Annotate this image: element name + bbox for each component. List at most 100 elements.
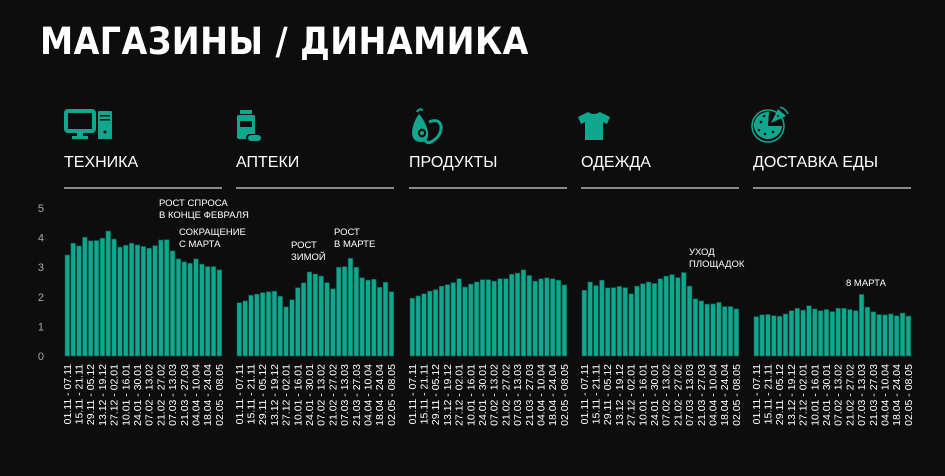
bar — [134, 244, 141, 357]
bar — [388, 291, 395, 357]
bar — [359, 277, 365, 357]
annotation: УХОД — [689, 247, 715, 258]
x-tick-label: 21.03 - 27.03 — [179, 364, 191, 426]
x-tick-label: 27.12 - 02.01 — [109, 364, 121, 426]
bar — [538, 278, 544, 357]
pill-bottle-icon — [237, 110, 262, 142]
x-tick-label: 24.01 - 30.01 — [649, 364, 661, 426]
bar — [593, 285, 599, 357]
bar — [733, 308, 739, 357]
page-title: МАГАЗИНЫ / ДИНАМИКА — [40, 20, 529, 63]
bar — [509, 274, 515, 357]
bar — [330, 288, 336, 357]
bar — [415, 295, 421, 357]
x-tick-label: 27.12 - 02.01 — [281, 364, 293, 426]
bar — [271, 290, 278, 357]
bar — [497, 278, 503, 357]
annotation: В МАРТЕ — [334, 239, 375, 250]
bar — [491, 280, 497, 357]
bar — [905, 315, 911, 357]
bar — [818, 310, 824, 357]
bar — [587, 281, 593, 357]
annotation: РОСТ — [291, 240, 317, 251]
avocado-pear-icon — [412, 108, 443, 145]
x-tick-label: 27.12 - 02.01 — [798, 364, 810, 426]
annotation: СОКРАЩЕНИЕ — [179, 227, 246, 238]
x-tick-label: 15.11 - 21.11 — [246, 364, 258, 424]
bar — [870, 311, 876, 357]
bar — [254, 293, 260, 357]
bar — [555, 279, 562, 357]
bar — [520, 269, 527, 357]
bar — [301, 282, 307, 357]
x-tick-label: 24.01 - 30.01 — [132, 364, 144, 426]
bar — [82, 237, 88, 357]
bar — [669, 274, 675, 357]
x-tick-label: 13.12 - 19.12 — [97, 364, 109, 426]
bar — [242, 300, 248, 357]
bar — [899, 312, 906, 357]
x-tick-label: 10.01 - 16.01 — [637, 364, 649, 426]
bar — [853, 310, 859, 357]
bar — [76, 245, 82, 357]
bar — [698, 300, 704, 357]
bar — [312, 273, 318, 357]
x-tick-label: 18.04 - 24.04 — [374, 364, 386, 426]
divider — [753, 187, 911, 189]
x-tick-label: 21.03 - 27.03 — [696, 364, 708, 426]
bar — [864, 306, 871, 357]
annotation: ПЛОЩАДОК — [689, 259, 745, 270]
bar — [193, 258, 199, 357]
panel-heading: ДОСТАВКА ЕДЫ — [753, 154, 878, 171]
bar — [377, 287, 383, 357]
x-tick-label: 02.05 - 08.05 — [386, 364, 398, 426]
bar — [205, 266, 211, 357]
x-tick-label: 13.12 - 19.12 — [614, 364, 626, 426]
bar — [634, 285, 640, 357]
bar — [663, 275, 669, 357]
x-tick-label: 02.05 - 08.05 — [559, 364, 571, 426]
x-tick-label: 07.03 - 13.03 — [512, 364, 524, 426]
bar — [823, 309, 830, 357]
x-tick-label: 15.11 - 21.11 — [74, 364, 86, 424]
bar — [847, 309, 853, 357]
annotation: ЗИМОЙ — [291, 251, 326, 263]
x-tick-label: 21.02 - 27.02 — [672, 364, 684, 426]
bar — [722, 306, 728, 357]
computer-icon — [64, 109, 112, 139]
bar — [306, 271, 313, 357]
bar — [651, 283, 658, 357]
bar — [248, 295, 254, 357]
y-tick-label: 0 — [38, 351, 44, 363]
bar — [788, 310, 794, 357]
x-tick-label: 04.04 - 10.04 — [536, 364, 548, 426]
bar — [295, 287, 301, 357]
bar — [561, 284, 567, 357]
bar — [765, 314, 771, 357]
x-tick-label: 07.02 - 13.02 — [489, 364, 501, 426]
y-tick-label: 5 — [38, 203, 44, 215]
annotation: С МАРТА — [179, 239, 221, 250]
bar — [324, 282, 330, 357]
x-tick-label: 10.01 - 16.01 — [809, 364, 821, 426]
bar — [99, 237, 105, 357]
x-tick-label: 21.02 - 27.02 — [844, 364, 856, 426]
x-tick-label: 29.11 - 05.12 — [85, 364, 97, 425]
x-tick-label: 07.03 - 13.03 — [339, 364, 351, 426]
bar — [888, 313, 894, 357]
annotation: РОСТ СПРОСА — [159, 198, 228, 209]
bar — [283, 306, 289, 357]
bar — [353, 266, 359, 357]
bar — [681, 272, 687, 357]
bar — [657, 278, 663, 357]
x-tick-label: 21.03 - 27.03 — [524, 364, 536, 426]
x-tick-label: 13.12 - 19.12 — [269, 364, 281, 426]
bar — [216, 269, 223, 357]
x-tick-label: 21.02 - 27.02 — [327, 364, 339, 426]
bar — [485, 279, 491, 357]
bar — [800, 309, 806, 357]
bar — [876, 314, 882, 357]
bar — [117, 246, 123, 357]
bar — [64, 254, 70, 357]
bar — [599, 279, 605, 357]
